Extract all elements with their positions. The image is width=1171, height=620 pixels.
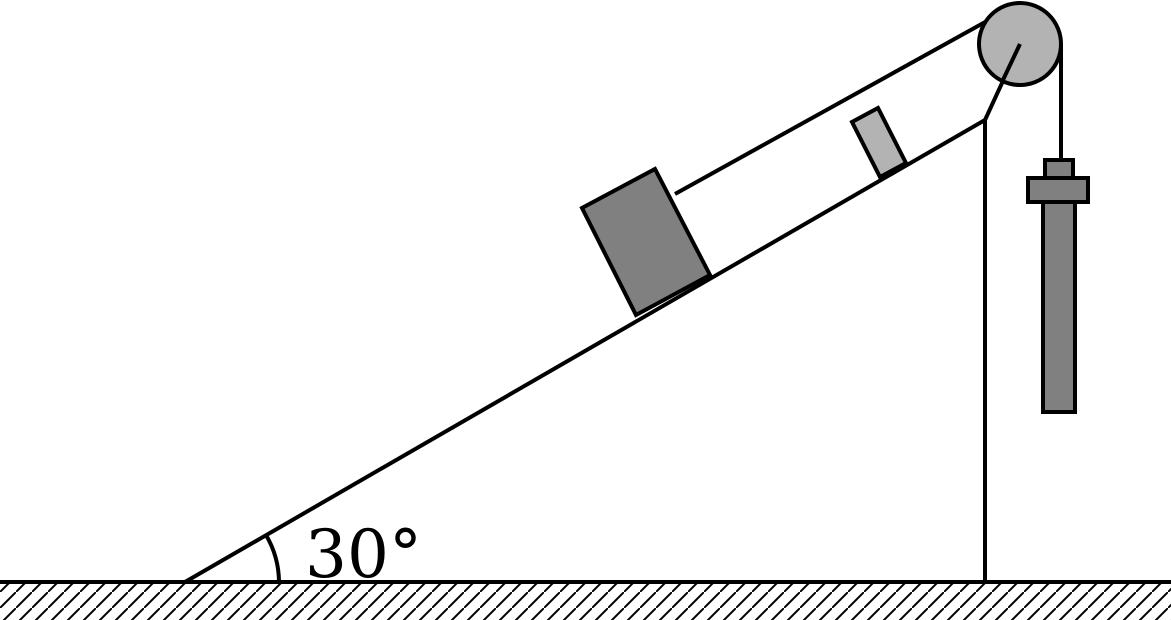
string-incline: [674, 14, 997, 196]
small-block-on-incline: [849, 105, 909, 180]
pulley-axle-bracket: [1000, 43, 1022, 83]
block-on-incline: [579, 166, 713, 318]
hanging-weight-hook: [1043, 158, 1075, 180]
angle-label: 30°: [305, 516, 422, 593]
incline-surface: [183, 118, 987, 584]
hanging-weight-collar: [1026, 176, 1090, 204]
ground-hatching: [0, 582, 1171, 620]
angle-arc: [264, 533, 281, 583]
hanging-weight-rod: [1041, 200, 1077, 414]
